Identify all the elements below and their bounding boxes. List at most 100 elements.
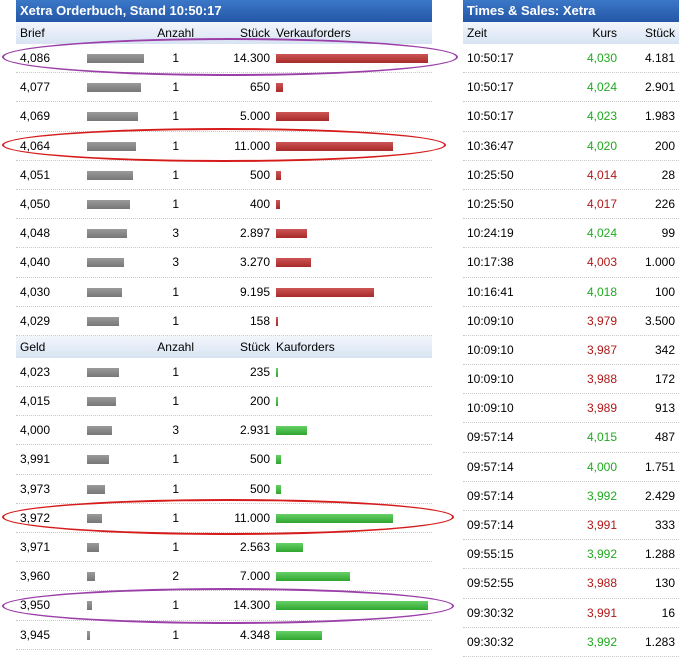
orderbook-row: 4,077 1 650 — [16, 73, 432, 103]
quantity-cell: 235 — [249, 364, 270, 379]
count-cell: 1 — [172, 284, 179, 299]
count-cell: 1 — [172, 452, 179, 467]
trade-price: 3,988 — [586, 576, 617, 591]
trade-qty: 99 — [661, 226, 675, 241]
quantity-bar — [87, 484, 105, 494]
sell-order-bar — [276, 112, 329, 122]
trade-price: 4,023 — [586, 109, 617, 124]
price-cell: 4,064 — [20, 138, 51, 153]
count-cell: 1 — [172, 138, 179, 153]
orderbook-row: 3,945 1 4.348 — [16, 621, 432, 650]
trade-row: 09:57:14 4,000 1.751 — [463, 453, 679, 482]
quantity-cell: 500 — [249, 167, 270, 182]
ask-header-price: Brief — [20, 26, 45, 40]
count-cell: 1 — [172, 313, 179, 328]
trade-row: 10:25:50 4,017 226 — [463, 190, 679, 220]
price-cell: 4,048 — [20, 226, 51, 241]
trade-qty: 1.283 — [644, 634, 675, 649]
count-cell: 1 — [172, 481, 179, 496]
trade-time: 10:09:10 — [467, 313, 514, 328]
trade-rows: 10:50:17 4,030 4.181 10:50:17 4,024 2.901 10:5… — [463, 44, 679, 657]
orderbook-row: 4,030 1 9.195 — [16, 278, 432, 307]
trade-price: 3,979 — [586, 313, 617, 328]
trade-row: 09:57:14 3,992 2.429 — [463, 482, 679, 511]
quantity-cell: 2.897 — [239, 226, 270, 241]
price-cell: 4,069 — [20, 109, 51, 124]
buy-order-bar — [276, 601, 428, 611]
price-cell: 4,015 — [20, 394, 51, 409]
quantity-bar — [87, 513, 102, 523]
quantity-bar — [87, 426, 112, 436]
quantity-bar — [87, 170, 133, 180]
trade-row: 09:30:32 3,992 1.283 — [463, 628, 679, 657]
trade-qty: 4.181 — [644, 51, 675, 65]
trade-price: 4,000 — [586, 459, 617, 474]
trade-time: 09:57:14 — [467, 430, 514, 445]
orderbook-panel: Xetra Orderbuch, Stand 10:50:17 Brief An… — [16, 0, 432, 650]
trade-time: 09:30:32 — [467, 605, 514, 620]
trade-price: 4,030 — [586, 51, 617, 65]
trade-qty: 130 — [654, 576, 675, 591]
ask-header: Brief Anzahl Stück Verkauforders — [16, 22, 432, 44]
trade-time: 09:52:55 — [467, 576, 514, 591]
trade-time: 09:57:14 — [467, 518, 514, 532]
count-cell: 1 — [172, 627, 179, 642]
quantity-cell: 400 — [249, 196, 270, 211]
times-sales-title: Times & Sales: Xetra — [463, 0, 679, 22]
quantity-cell: 2.931 — [239, 423, 270, 438]
trade-time: 10:17:38 — [467, 255, 514, 270]
quantity-bar — [87, 112, 138, 122]
sell-order-bar — [276, 141, 393, 151]
orderbook-row: 4,086 1 14.300 — [16, 44, 432, 74]
price-cell: 3,950 — [20, 598, 51, 613]
trade-price: 4,014 — [586, 167, 617, 182]
trade-row: 10:16:41 4,018 100 — [463, 278, 679, 307]
orderbook-row: 4,000 3 2.931 — [16, 416, 432, 446]
trade-qty: 487 — [654, 430, 675, 445]
price-cell: 4,051 — [20, 167, 51, 182]
trade-time: 10:50:17 — [467, 80, 514, 95]
ask-header-qty: Stück — [239, 26, 270, 40]
count-cell: 1 — [172, 51, 179, 65]
trade-price: 4,017 — [586, 196, 617, 211]
trade-qty: 2.429 — [644, 488, 675, 503]
quantity-bar — [87, 258, 124, 268]
orderbook-row: 4,023 1 235 — [16, 358, 432, 388]
trade-time: 09:57:14 — [467, 459, 514, 474]
trade-time: 10:16:41 — [467, 284, 514, 299]
quantity-cell: 200 — [249, 394, 270, 409]
trade-time: 09:57:14 — [467, 488, 514, 503]
header-price: Kurs — [592, 26, 617, 40]
quantity-bar — [87, 83, 141, 93]
quantity-cell: 9.195 — [239, 284, 270, 299]
price-cell: 4,030 — [20, 284, 51, 299]
orderbook-row: 3,971 1 2.563 — [16, 533, 432, 563]
sell-order-bar — [276, 83, 283, 93]
trade-time: 10:09:10 — [467, 372, 514, 387]
trade-row: 09:57:14 3,991 333 — [463, 511, 679, 541]
trade-qty: 200 — [654, 138, 675, 153]
quantity-cell: 11.000 — [234, 510, 270, 525]
trade-row: 10:17:38 4,003 1.000 — [463, 248, 679, 278]
bid-header: Geld Anzahl Stück Kauforders — [16, 335, 432, 358]
trade-time: 10:25:50 — [467, 196, 514, 211]
orderbook-title: Xetra Orderbuch, Stand 10:50:17 — [16, 0, 432, 22]
trade-price: 4,024 — [586, 226, 617, 241]
trade-row: 10:09:10 3,989 913 — [463, 394, 679, 424]
quantity-bar — [87, 141, 136, 151]
sell-order-bar — [276, 287, 374, 297]
trade-price: 3,991 — [586, 605, 617, 620]
buy-order-bar — [276, 513, 393, 523]
buy-order-bar — [276, 367, 278, 377]
times-sales-panel: Times & Sales: Xetra Zeit Kurs Stück 10:… — [463, 0, 679, 657]
quantity-cell: 4.348 — [239, 627, 270, 642]
quantity-cell: 500 — [249, 481, 270, 496]
trade-qty: 1.000 — [644, 255, 675, 270]
trade-time: 10:25:50 — [467, 167, 514, 182]
count-cell: 1 — [172, 598, 179, 613]
sell-order-bar — [276, 258, 311, 268]
price-cell: 3,973 — [20, 481, 51, 496]
quantity-bar — [87, 601, 92, 611]
count-cell: 1 — [172, 364, 179, 379]
trade-row: 10:09:10 3,979 3.500 — [463, 307, 679, 336]
